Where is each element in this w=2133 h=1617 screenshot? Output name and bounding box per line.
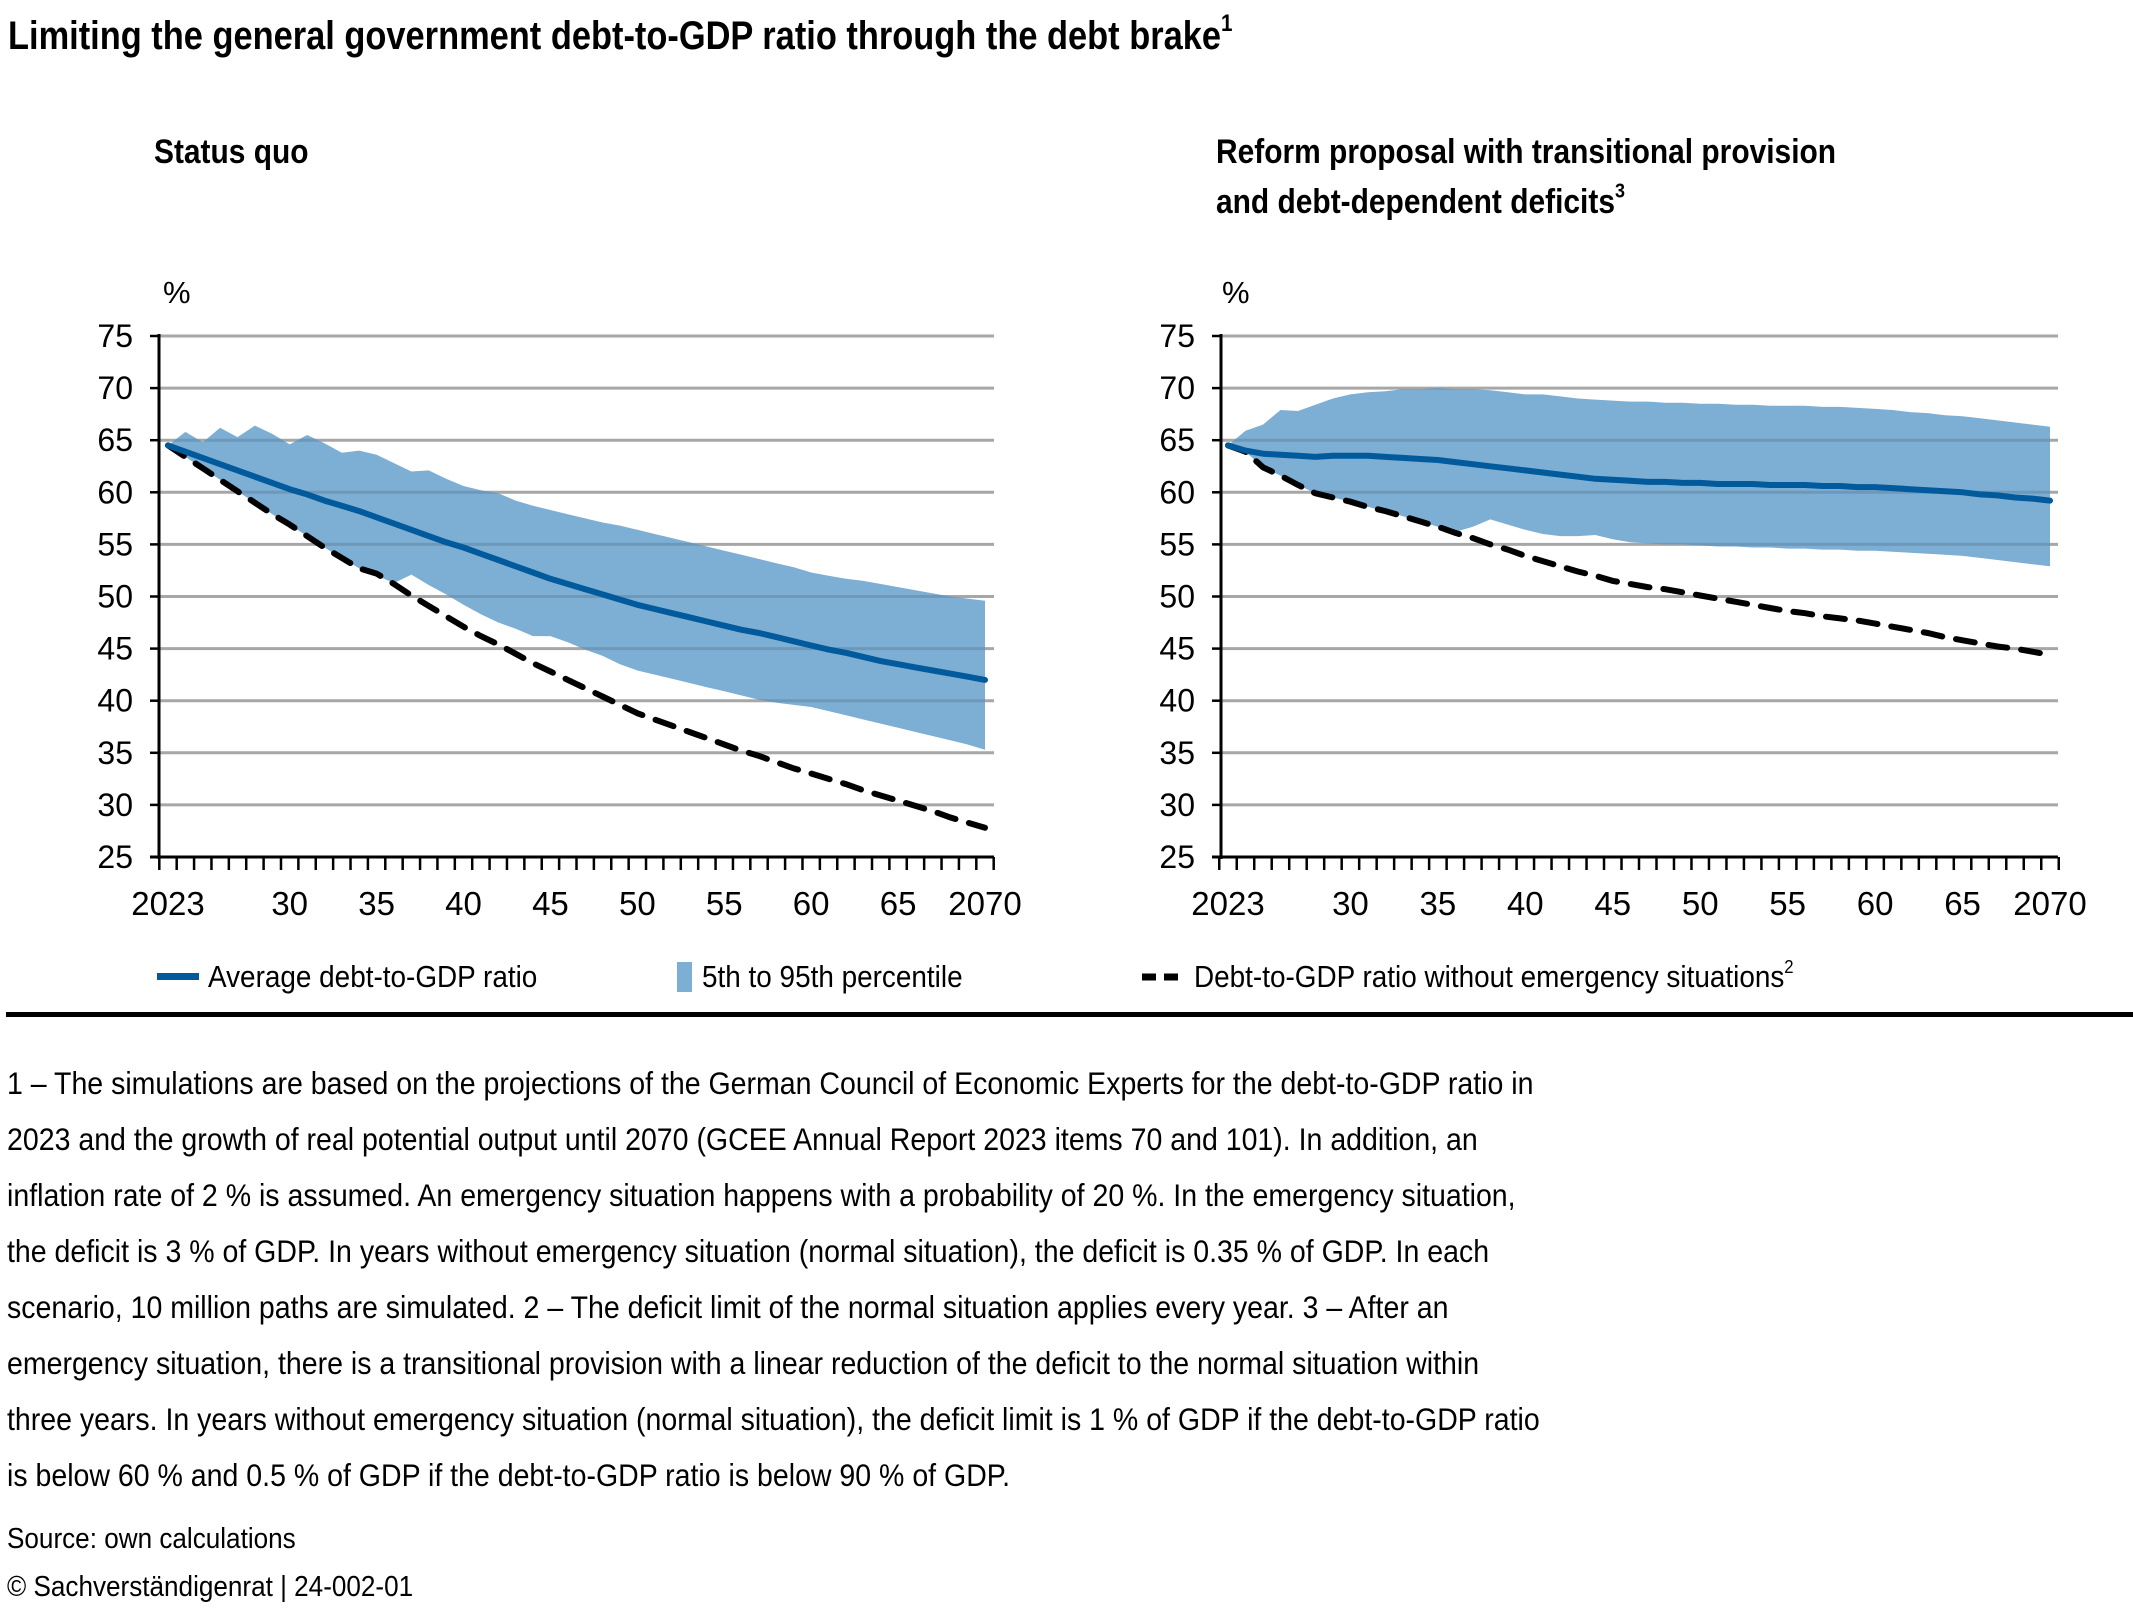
right-panel-title-line1: Reform proposal with transitional provis…	[1216, 133, 1837, 171]
source-text: Source: own calculations	[7, 1523, 296, 1555]
main-title-footnote-marker: 1	[1220, 10, 1233, 37]
source-note: Source: own calculations	[7, 1523, 328, 1556]
x-tick-label: 35	[1420, 885, 1457, 922]
footnotes: 1 – The simulations are based on the pro…	[7, 1055, 2132, 1503]
chart-reform-proposal: % 25 30 35 40 45 50 55 60 65 70 75 2023 30 35 40 45 50 55 6…	[1159, 275, 2086, 922]
copyright-text: © Sachverständigenrat | 24-002-01	[7, 1571, 414, 1603]
footnote-line-text: three years. In years without emergency …	[7, 1401, 1540, 1437]
x-tick-label: 65	[1944, 885, 1981, 922]
x-tick-label: 60	[1857, 885, 1894, 922]
y-tick-label: 75	[1159, 318, 1195, 354]
legend-dashed-line-icon	[1142, 973, 1178, 981]
y-tick-label: 35	[97, 735, 133, 771]
footnote-line: 2023 and the growth of real potential ou…	[7, 1111, 2132, 1167]
x-tick-label: 55	[706, 885, 743, 922]
footnote-line-text: inflation rate of 2 % is assumed. An eme…	[7, 1177, 1516, 1213]
no-emergency-dashed-line	[165, 442, 988, 831]
x-tick-label: 30	[1332, 885, 1369, 922]
percentile-band	[1228, 388, 2050, 567]
left-panel-title: Status quo	[154, 127, 330, 177]
main-title: Limiting the general government debt-to-…	[8, 12, 1432, 59]
y-tick-label: 25	[97, 839, 133, 875]
footnote-line: three years. In years without emergency …	[7, 1391, 2132, 1447]
x-tick-label: 2070	[948, 885, 1021, 922]
copyright-note: © Sachverständigenrat | 24-002-01	[7, 1571, 458, 1604]
y-tick-label: 75	[97, 318, 133, 354]
y-tick-label: 60	[97, 474, 133, 510]
x-tick-label: 2070	[2013, 885, 2086, 922]
y-tick-label: 65	[1159, 422, 1195, 458]
left-panel-title-text: Status quo	[154, 133, 309, 171]
y-tick-label: 40	[1159, 683, 1195, 719]
right-panel-title-footnote-marker: 3	[1614, 180, 1625, 203]
right-panel-title: Reform proposal with transitional provis…	[1216, 127, 1921, 227]
y-tick-label: 50	[97, 579, 133, 615]
footnote-line-text: emergency situation, there is a transiti…	[7, 1345, 1480, 1381]
y-axis-unit-label: %	[163, 275, 191, 310]
y-tick-label: 30	[97, 787, 133, 823]
separator-rule	[6, 1012, 2133, 1017]
footnote-line-text: 2023 and the growth of real potential ou…	[7, 1121, 1478, 1157]
footnote-line: 1 – The simulations are based on the pro…	[7, 1055, 2132, 1111]
footnote-line-text: the deficit is 3 % of GDP. In years with…	[7, 1233, 1490, 1269]
footnote-line-text: is below 60 % and 0.5 % of GDP if the de…	[7, 1457, 1011, 1493]
footnote-line: inflation rate of 2 % is assumed. An eme…	[7, 1167, 2132, 1223]
y-tick-label: 55	[1159, 526, 1195, 562]
x-tick-label: 50	[619, 885, 656, 922]
x-tick-label: 35	[358, 885, 395, 922]
legend-dashed-label: Debt-to-GDP ratio without emergency situ…	[1194, 959, 1785, 994]
y-tick-label: 45	[1159, 631, 1195, 667]
main-title-text: Limiting the general government debt-to-…	[8, 14, 1221, 58]
footnote-line-text: scenario, 10 million paths are simulated…	[7, 1289, 1449, 1325]
y-tick-label: 55	[97, 526, 133, 562]
x-tick-label: 50	[1682, 885, 1719, 922]
legend-item-average: Average debt-to-GDP ratio	[157, 955, 574, 999]
x-tick-label: 2023	[1191, 885, 1264, 922]
y-tick-label: 50	[1159, 579, 1195, 615]
footnote-line: is below 60 % and 0.5 % of GDP if the de…	[7, 1447, 2132, 1503]
y-tick-label: 35	[1159, 735, 1195, 771]
x-tick-label: 40	[445, 885, 482, 922]
legend-average-label: Average debt-to-GDP ratio	[208, 959, 538, 994]
y-tick-label: 65	[97, 422, 133, 458]
legend-average-line-icon	[157, 973, 199, 980]
legend-item-dashed: Debt-to-GDP ratio without emergency situ…	[1142, 955, 1860, 999]
footnote-line: the deficit is 3 % of GDP. In years with…	[7, 1223, 2132, 1279]
x-tick-label: 45	[1594, 885, 1631, 922]
average-line	[165, 442, 988, 683]
y-tick-label: 30	[1159, 787, 1195, 823]
x-tick-label: 55	[1769, 885, 1806, 922]
right-panel-title-line2: and debt-dependent deficits	[1216, 183, 1615, 221]
x-tick-label: 30	[271, 885, 308, 922]
legend-band-swatch-icon	[677, 962, 692, 992]
legend-dashed-footnote-marker: 2	[1784, 956, 1794, 978]
average-line	[1225, 442, 2053, 504]
footnote-line-text: 1 – The simulations are based on the pro…	[7, 1065, 1534, 1101]
legend-item-band: 5th to 95th percentile	[677, 955, 992, 999]
y-axis-unit-label: %	[1222, 275, 1250, 310]
footnote-line: emergency situation, there is a transiti…	[7, 1335, 2132, 1391]
x-tick-label: 45	[532, 885, 569, 922]
chart-status-quo: % 25 30 35 40 45 50 55 60 65 70 75 2023 30 35 40 45 50 55 6…	[97, 275, 1021, 922]
y-tick-label: 70	[1159, 370, 1195, 406]
y-tick-label: 70	[97, 370, 133, 406]
x-tick-label: 40	[1507, 885, 1544, 922]
y-tick-label: 25	[1159, 839, 1195, 875]
charts-canvas: % 25 30 35 40 45 50 55 60 65 70 75 2023 30 35 40 45 50 55 6…	[97, 275, 2086, 922]
legend-band-label: 5th to 95th percentile	[702, 959, 963, 994]
x-tick-label: 60	[793, 885, 830, 922]
no-emergency-dashed-line	[1225, 442, 2053, 658]
y-tick-label: 45	[97, 631, 133, 667]
x-tick-label: 65	[880, 885, 917, 922]
footnote-line: scenario, 10 million paths are simulated…	[7, 1279, 2132, 1335]
y-tick-label: 40	[97, 683, 133, 719]
x-tick-label: 2023	[131, 885, 204, 922]
legend: Average debt-to-GDP ratio 5th to 95th pe…	[0, 955, 2133, 999]
y-tick-label: 60	[1159, 474, 1195, 510]
